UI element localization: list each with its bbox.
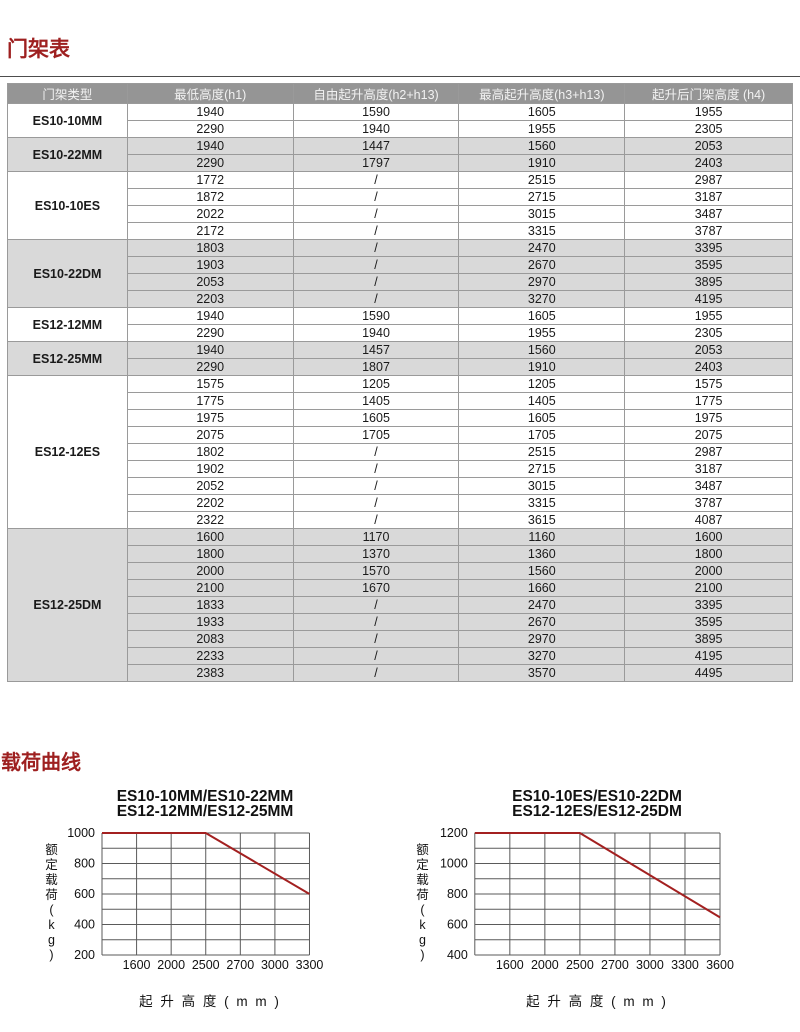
svg-text:2000: 2000 [531, 958, 559, 972]
svg-text:600: 600 [447, 918, 468, 932]
svg-text:2700: 2700 [601, 958, 629, 972]
svg-text:1600: 1600 [496, 958, 524, 972]
svg-text:1200: 1200 [440, 826, 468, 840]
svg-text:800: 800 [447, 887, 468, 901]
svg-text:3300: 3300 [671, 958, 699, 972]
svg-text:1000: 1000 [440, 857, 468, 871]
svg-text:400: 400 [447, 948, 468, 962]
svg-text:3000: 3000 [636, 958, 664, 972]
svg-text:3600: 3600 [706, 958, 734, 972]
svg-text:2500: 2500 [566, 958, 594, 972]
